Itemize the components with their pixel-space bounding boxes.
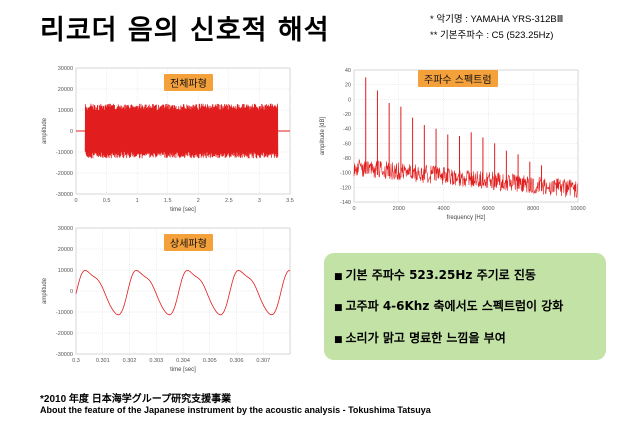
spectrum-chart: 40 20 0 -20 -40 -60 -80 -100 -120 -140 0 2000 4000 60… [318,64,588,229]
summary-box [324,253,606,360]
x-tick-label: 3.5 [286,198,294,204]
x-tick-label: 3 [258,198,261,204]
x-tick-label: 10000 [570,206,585,212]
y-tick-label: -10000 [56,310,73,316]
y-tick-label: -100 [340,171,351,177]
x-tick-label: 2 [197,198,200,204]
spectrum-noise-trace [353,159,579,198]
summary-bullet-1: ■ 기본 주파수 523.25Hz 주기로 진동 [334,268,536,282]
y-tick-label: 30000 [58,66,73,72]
x-tick-label: 0.3 [72,358,80,364]
square-bullet-icon: ■ [334,272,343,282]
y-axis-label: amplitude [42,117,48,144]
x-tick-label: 2000 [393,206,405,212]
y-tick-label: 0 [70,289,73,295]
square-bullet-icon: ■ [334,335,343,345]
x-tick-label: 0.307 [256,358,270,364]
y-tick-label: 10000 [58,108,73,114]
y-tick-label: -40 [343,127,351,133]
y-tick-label: 0 [70,129,73,135]
x-tick-label: 0.5 [103,198,111,204]
square-bullet-icon: ■ [334,303,343,313]
spectrum-tag: 주파수 스펙트럼 [418,70,498,87]
x-tick-label: 4000 [437,206,449,212]
y-tick-label: 0 [348,97,351,103]
x-tick-label: 0.306 [230,358,244,364]
footer-citation: About the feature of the Japanese instru… [40,405,431,415]
instrument-note: * 악기명 : YAMAHA YRS-312BⅢ [430,14,564,25]
x-tick-label: 6000 [482,206,494,212]
fundamental-note: ** 기본주파수 : C5 (523.25Hz) [430,30,554,41]
y-tick-label: -80 [343,156,351,162]
x-tick-label: 0 [352,206,355,212]
y-tick-label: 40 [345,68,351,74]
y-axis-label: amplitude [42,277,48,304]
x-tick-label: 0 [74,198,77,204]
detail-waveform-trace [75,269,290,316]
y-axis-label: amplitude [dB] [320,116,326,155]
y-tick-label: 30000 [58,226,73,232]
x-tick-label: 0.304 [176,358,190,364]
y-tick-label: -20000 [56,171,73,177]
detail-waveform-tag: 상세파형 [164,234,213,251]
y-tick-label: -60 [343,141,351,147]
page-title: 리코더 음의 신호적 해석 [40,15,330,46]
y-tick-label: 20000 [58,87,73,93]
y-tick-label: -30000 [56,192,73,198]
y-tick-label: -20000 [56,331,73,337]
x-tick-label: 0.301 [96,358,110,364]
summary-bullet-3: ■ 소리가 맑고 명료한 느낌을 부여 [334,331,506,345]
summary-bullet-2: ■ 고주파 4-6Khz 축에서도 스펙트럼이 강화 [334,299,564,313]
x-tick-label: 1.5 [164,198,172,204]
waveform-trace [84,103,279,159]
y-tick-label: 20 [345,83,351,89]
y-tick-label: -20 [343,112,351,118]
x-tick-label: 0.303 [149,358,163,364]
y-tick-label: -10000 [56,150,73,156]
y-tick-label: 20000 [58,247,73,253]
y-tick-label: -120 [340,185,351,191]
x-axis-label: frequency [Hz] [447,215,486,221]
x-tick-label: 2.5 [225,198,233,204]
full-waveform-tag: 전체파형 [164,74,213,91]
y-tick-label: -30000 [56,352,73,358]
x-axis-label: time [sec] [170,367,196,373]
x-tick-label: 0.302 [123,358,137,364]
footer-project: *2010 年度 日本海学グループ研究支援事業 [40,394,232,405]
y-tick-label: 10000 [58,268,73,274]
y-tick-label: -140 [340,200,351,206]
x-tick-label: 8000 [527,206,539,212]
x-tick-label: 0.305 [203,358,217,364]
x-axis-label: time [sec] [170,207,196,213]
x-tick-label: 1 [136,198,139,204]
